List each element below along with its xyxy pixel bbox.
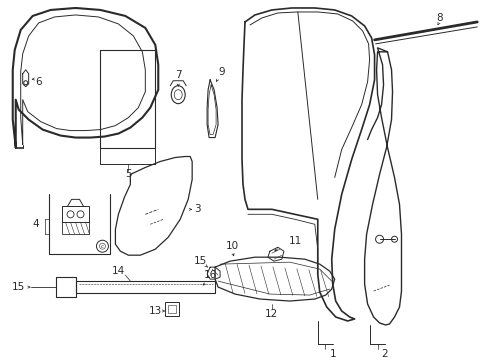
- Text: 6: 6: [35, 77, 42, 87]
- Text: 4: 4: [32, 219, 39, 229]
- Text: 14: 14: [112, 266, 125, 276]
- Text: 12: 12: [265, 309, 278, 319]
- Text: 7: 7: [175, 70, 181, 80]
- Text: 2: 2: [381, 349, 387, 359]
- Text: 1: 1: [329, 349, 335, 359]
- Text: c: c: [101, 244, 104, 249]
- Text: 13: 13: [148, 306, 162, 316]
- Text: 11: 11: [288, 236, 302, 246]
- Text: 15: 15: [193, 256, 206, 266]
- Text: 16: 16: [203, 270, 216, 280]
- Bar: [168, 305, 176, 313]
- Text: 9: 9: [218, 67, 225, 77]
- Text: 3: 3: [193, 204, 200, 214]
- Bar: [165, 302, 179, 316]
- Text: 10: 10: [225, 241, 238, 251]
- Text: 5: 5: [125, 170, 131, 179]
- Text: 15: 15: [12, 282, 25, 292]
- Text: 8: 8: [435, 13, 442, 23]
